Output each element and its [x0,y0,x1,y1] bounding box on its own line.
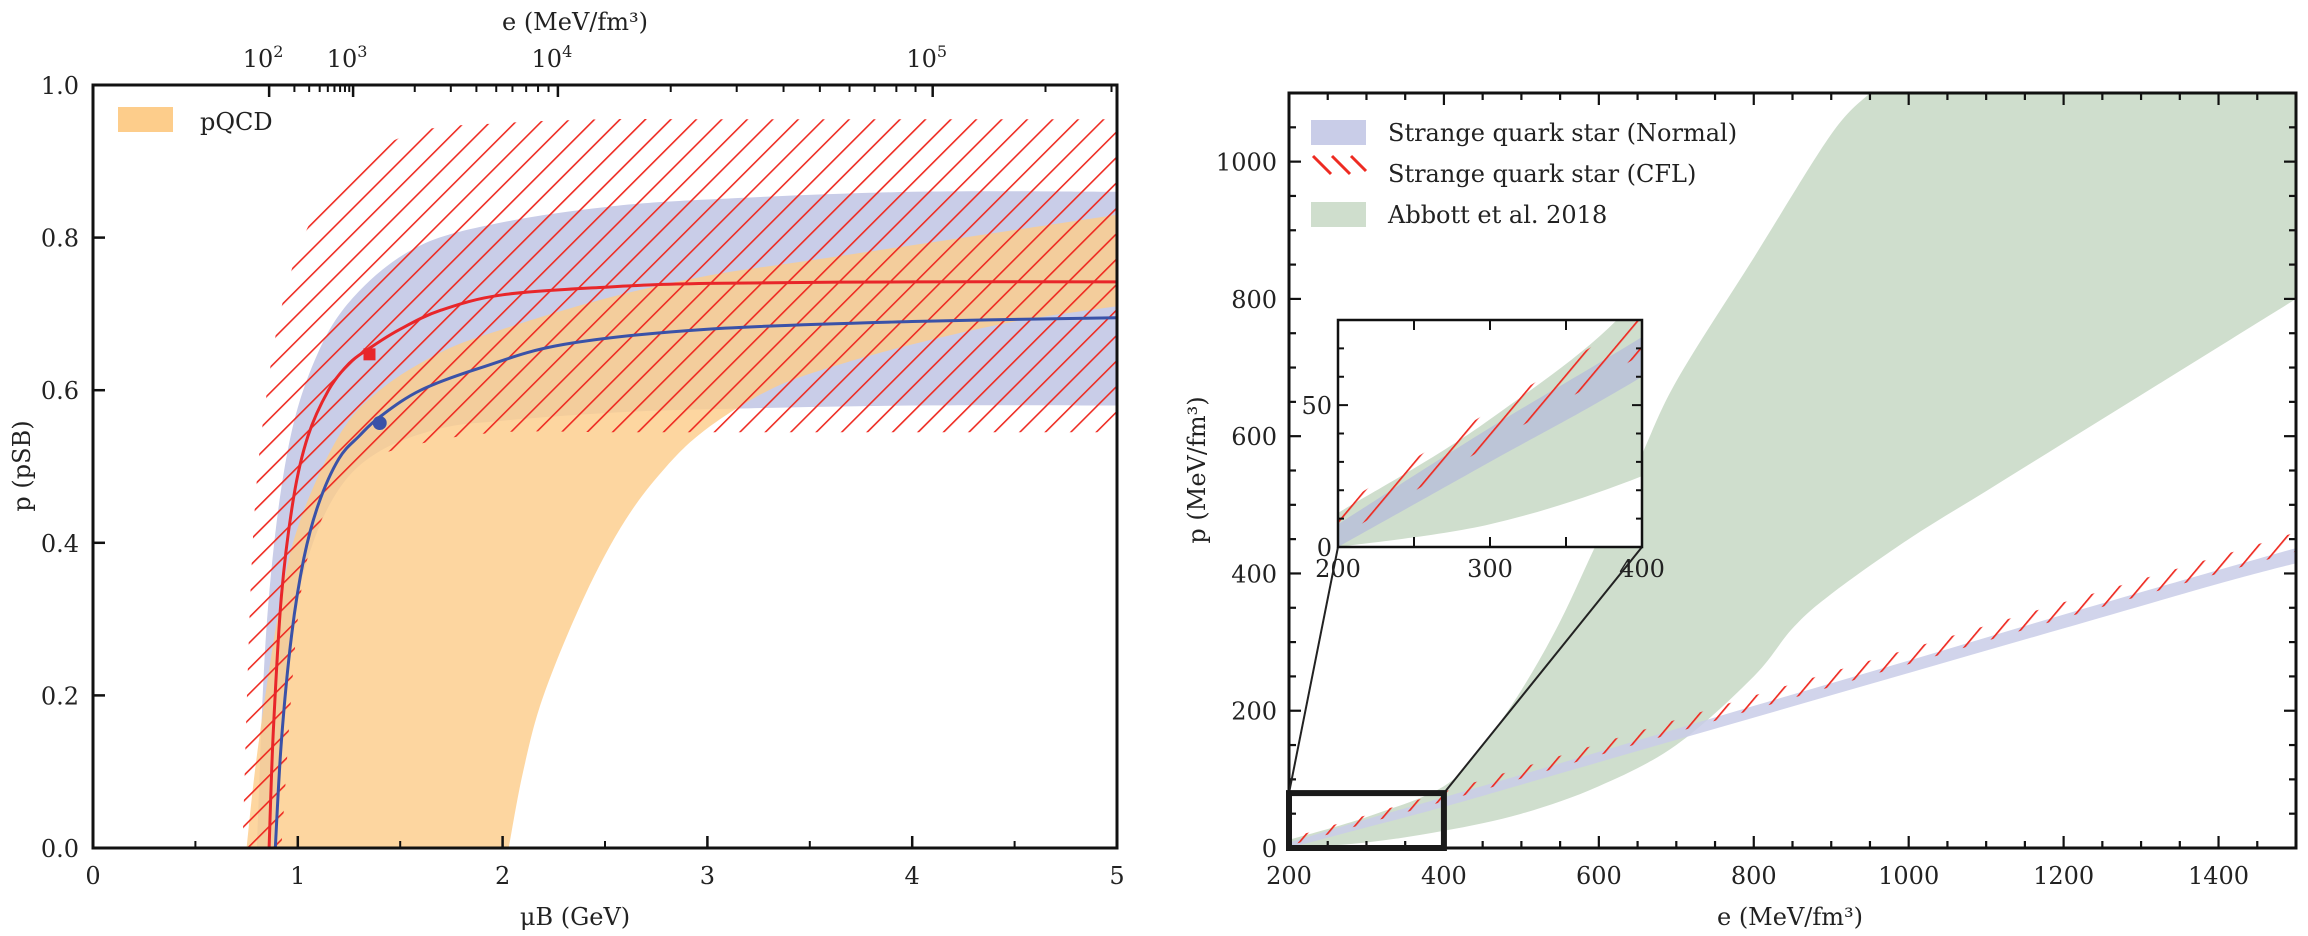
right-y-axis-label: p (MeV/fm³) [1183,396,1211,543]
inset-band-cfl-hatch [1338,320,1642,539]
left-top-axis-label: e (MeV/fm³) [502,8,648,36]
zoom-connector-left [1288,546,1339,794]
point-normal-marker [372,416,387,431]
legend-swatch-cfl [1311,154,1368,176]
left-x-tick-label: 0 [85,862,100,890]
left-top-tick-label: 104 [532,42,573,73]
band-abbott [1289,93,2296,848]
left-y-tick-label: 1.0 [41,72,79,100]
left-x-tick-label: 5 [1109,862,1124,890]
left-x-tick-label: 3 [700,862,715,890]
left-y-tick-label: 0.8 [41,225,79,253]
band-cfl-hatch [242,119,1117,848]
right-x-axis-label: e (MeV/fm³) [1717,903,1863,931]
line-normal-central [273,316,1117,848]
right-y-tick-label: 400 [1231,560,1277,588]
zoom-box [1286,790,1447,851]
left-x-tick-label: 1 [290,862,305,890]
left-top-tick-label: 105 [906,42,947,73]
right-panel: 200 400 600 800 1000 1200 14000200400600800100… [1183,91,2298,931]
left-y-tick-label: 0.2 [41,682,79,710]
left-panel: 0 1 2 3 4 5 0.0 0.2 0.4 0.6 0.8 1.0 102 103 104 105 pQC… [8,8,1125,931]
left-y-axis-label: p (pSB) [8,420,36,511]
left-x-tick-label: 2 [495,862,510,890]
left-top-tick-label: 103 [327,42,368,73]
left-x-axis-label: μB (GeV) [520,903,630,931]
zoom-connector-right [1443,546,1643,794]
right-x-tick-label: 400 [1421,862,1467,890]
inset-y-tick-label: 0 [1317,534,1332,562]
right-y-tick-label: 600 [1231,423,1277,451]
legend-swatch-normal [1311,120,1366,145]
inset-x-tick-label: 200 [1315,555,1361,583]
legend-swatch-pqcd [118,107,173,132]
right-y-tick-label: 1000 [1216,149,1277,177]
right-x-tick-label: 600 [1576,862,1622,890]
inset-x-tick-label: 300 [1467,555,1513,583]
right-x-tick-label: 200 [1266,862,1312,890]
right-x-tick-label: 800 [1731,862,1777,890]
legend-swatch-abbott [1311,202,1366,227]
right-x-tick-label: 1200 [2033,862,2094,890]
legend-label-normal: Strange quark star (Normal) [1388,119,1737,147]
right-x-tick-label: 1000 [1878,862,1939,890]
legend-label-abbott: Abbott et al. 2018 [1387,201,1607,229]
inset-x-tick-label: 400 [1619,555,1665,583]
inset-plot: 200 300 400 0 50 [1301,318,1665,583]
left-top-tick-label: 102 [243,42,284,73]
point-cfl-marker [363,348,376,361]
left-x-tick-label: 4 [905,862,920,890]
left-y-tick-label: 0.4 [41,530,79,558]
legend-label-cfl: Strange quark star (CFL) [1388,160,1696,188]
band-cfl-hatch-right [1289,532,2296,846]
line-cfl-central [267,280,1117,848]
right-x-tick-label: 1400 [2188,862,2249,890]
left-legend: pQCD [118,107,273,136]
right-y-tick-label: 0 [1262,835,1277,863]
right-y-tick-label: 800 [1231,286,1277,314]
inset-y-tick-label: 50 [1301,392,1332,420]
right-y-tick-label: 200 [1231,698,1277,726]
left-y-tick-label: 0.6 [41,377,79,405]
right-legend: Strange quark star (Normal) Strange quar… [1311,119,1737,229]
zoom-indicator [1286,546,1643,851]
legend-label-pqcd: pQCD [200,108,273,136]
left-y-tick-label: 0.0 [41,835,79,863]
